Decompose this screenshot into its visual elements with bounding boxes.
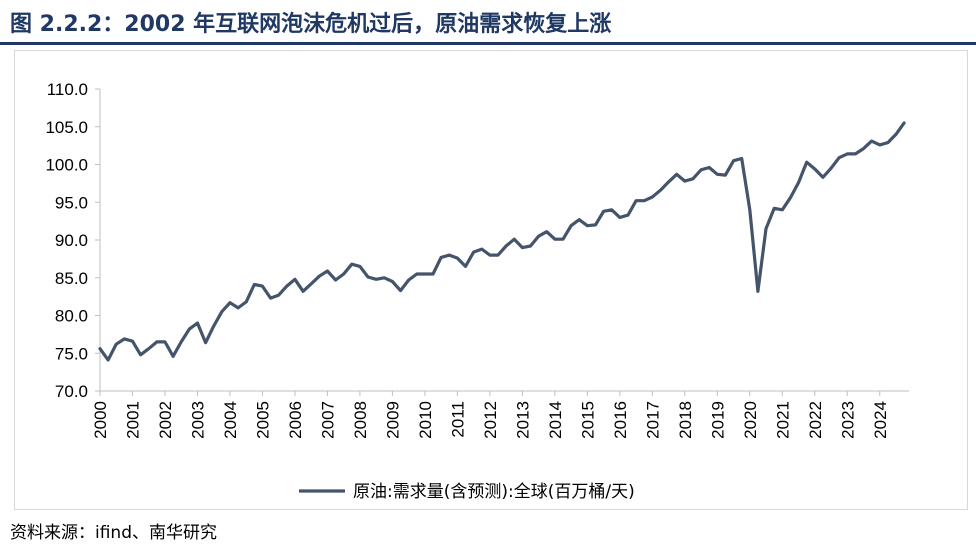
y-axis: 70.0 75.0 80.0 85.0 90.0 95.0 100.0 105.0 110.0 <box>45 80 101 401</box>
chart-frame: 70.0 75.0 80.0 85.0 90.0 95.0 100.0 105.0 110.0 … <box>14 50 968 510</box>
x-tick-label: 2001 <box>123 401 142 439</box>
title-rule <box>0 42 976 45</box>
x-tick-label: 2000 <box>91 401 110 439</box>
x-tick-label: 2005 <box>253 401 272 439</box>
y-tick-label: 100.0 <box>45 156 88 175</box>
x-tick-label: 2017 <box>643 401 662 439</box>
x-tick-label: 2012 <box>481 401 500 439</box>
x-tick-label: 2004 <box>221 401 240 439</box>
x-tick-label: 2011 <box>448 401 467 438</box>
y-tick-label: 70.0 <box>55 382 88 401</box>
x-axis: 2000 2001 2002 2003 2004 2005 2006 2007 2008 2009… <box>91 390 909 439</box>
y-tick-label: 80.0 <box>55 307 88 326</box>
x-tick-label: 2014 <box>546 401 565 439</box>
line-chart: 70.075.080.085.090.095.0100.0105.0110.0 … <box>45 80 909 502</box>
x-tick-label: 2008 <box>351 401 370 439</box>
x-tick-label: 2020 <box>741 401 760 439</box>
series-layer <box>98 121 906 362</box>
y-tick-label: 85.0 <box>55 269 88 288</box>
x-tick-label: 2015 <box>578 401 597 439</box>
legend-label: 原油:需求量(含预测):全球(百万桶/天) <box>353 482 635 502</box>
x-tick-label: 2003 <box>188 401 207 439</box>
source-note: 资料来源：ifind、南华研究 <box>10 523 217 543</box>
x-tick-label: 2019 <box>708 401 727 439</box>
x-tick-label: 2009 <box>383 401 402 439</box>
x-tick-label: 2024 <box>871 401 890 439</box>
x-tick-label: 2021 <box>773 401 792 439</box>
x-tick-label: 2007 <box>318 401 337 439</box>
x-tick-label: 2006 <box>286 401 305 439</box>
y-tick-label: 75.0 <box>55 344 88 363</box>
y-tick-label: 90.0 <box>55 231 88 250</box>
x-tick-label: 2010 <box>416 401 435 439</box>
x-tick-label: 2022 <box>806 401 825 439</box>
x-tick-label: 2002 <box>156 401 175 439</box>
x-tick-label: 2016 <box>611 401 630 439</box>
legend: 原油:需求量(含预测):全球(百万桶/天) <box>299 482 635 502</box>
x-tick-label: 2023 <box>838 401 857 439</box>
figure-title: 图 2.2.2：2002 年互联网泡沫危机过后，原油需求恢复上涨 <box>10 12 612 37</box>
y-tick-label: 110.0 <box>47 80 88 99</box>
x-tick-label: 2018 <box>676 401 695 439</box>
y-tick-label: 95.0 <box>55 193 88 212</box>
x-tick-label: 2013 <box>513 401 532 439</box>
series-line <box>98 121 906 362</box>
y-tick-label: 105.0 <box>45 118 88 137</box>
